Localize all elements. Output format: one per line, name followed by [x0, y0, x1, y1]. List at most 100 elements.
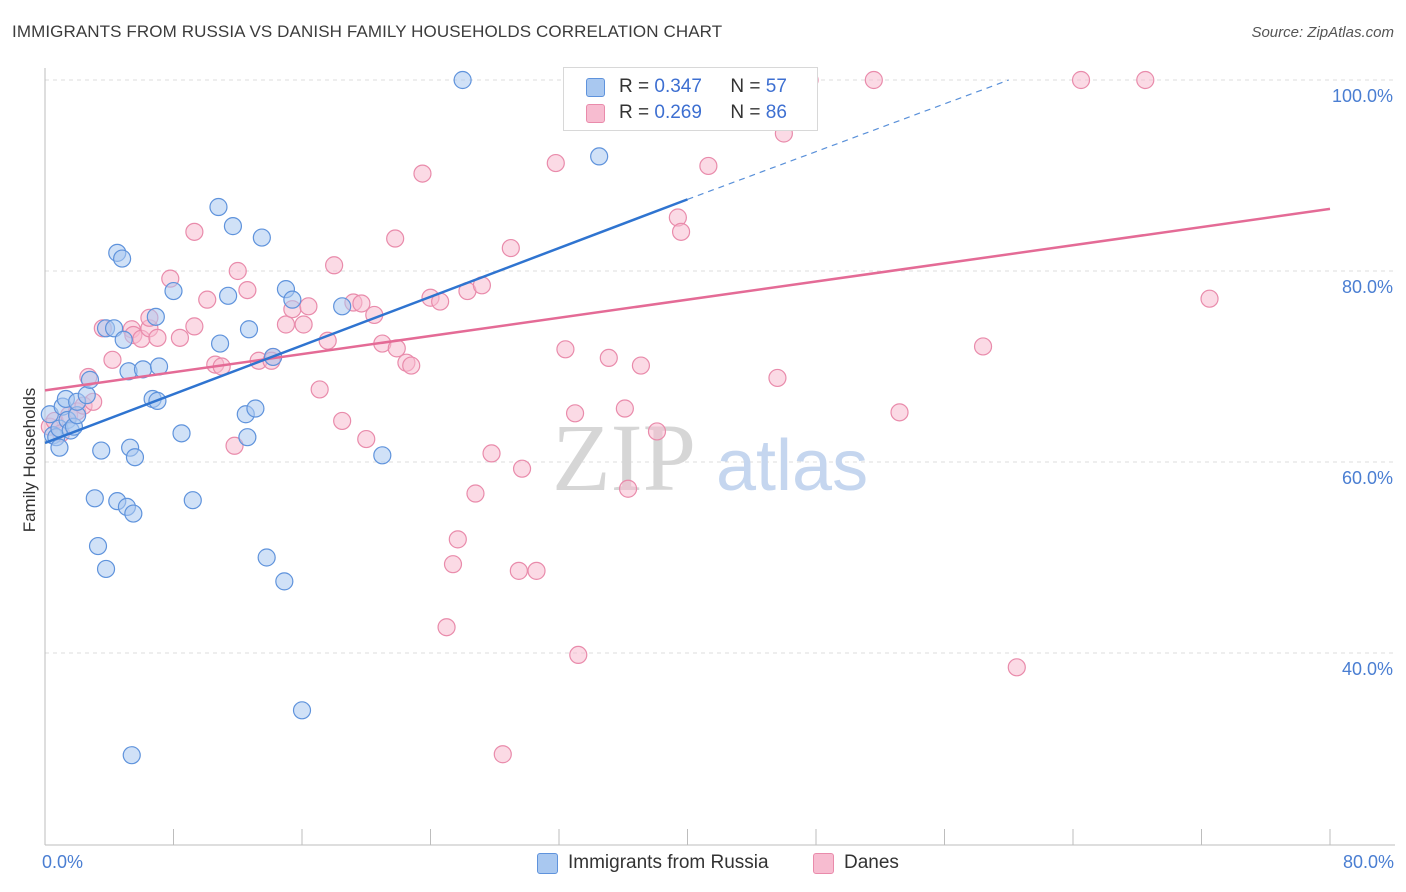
danes-point: [631, 356, 651, 375]
y-tick-label: 40.0%: [1341, 659, 1393, 679]
chart-source: Source: ZipAtlas.com: [1251, 24, 1394, 41]
danes-point: [466, 484, 485, 503]
danes-point: [148, 328, 167, 347]
russia-point: [50, 438, 69, 457]
danes-point: [103, 350, 122, 369]
stats-box: R = 0.347 N = 57 R = 0.269 N = 86: [563, 67, 818, 131]
x-tick-label: 0.0%: [42, 852, 84, 872]
russia-point: [112, 249, 132, 268]
danes-point: [615, 399, 634, 418]
russia-n-label: N =: [730, 76, 766, 97]
trend-lines: [44, 79, 1331, 445]
russia-point: [223, 217, 243, 236]
legend-item-russia[interactable]: Immigrants from Russia: [537, 852, 769, 874]
danes-n-label: N =: [730, 102, 766, 123]
danes-point: [1136, 70, 1155, 90]
danes-n-value: 86: [765, 102, 787, 123]
danes-point: [276, 315, 296, 334]
russia-point: [164, 281, 183, 301]
y-axis-label: Family Households: [20, 387, 39, 533]
russia-r-value: 0.347: [654, 76, 702, 97]
russia-point: [257, 548, 276, 567]
russia-point: [246, 399, 265, 418]
danes-point: [973, 337, 993, 356]
legend-danes-swatch: [813, 852, 834, 874]
danes-point: [294, 315, 313, 334]
danes-point: [228, 261, 247, 281]
danes-swatch: [586, 103, 605, 123]
danes-point: [890, 403, 909, 422]
russia-point: [453, 70, 472, 90]
russia-point: [238, 428, 257, 447]
y-tick-label: 80.0%: [1341, 277, 1393, 297]
watermark-atlas: atlas: [716, 426, 868, 506]
danes-point: [352, 294, 371, 313]
danes-point: [225, 436, 244, 455]
danes-point: [185, 222, 204, 241]
x-tick-label: 80.0%: [1342, 852, 1394, 872]
watermark: ZIP atlas: [552, 404, 868, 511]
russia-swatch: [586, 77, 605, 97]
russia-trend-line: [44, 198, 688, 445]
danes-point: [310, 380, 329, 399]
danes-point: [299, 297, 318, 316]
danes-point: [238, 281, 257, 300]
danes-point: [699, 156, 718, 176]
danes-point: [647, 422, 667, 441]
russia-point: [239, 320, 259, 339]
danes-point: [864, 70, 883, 90]
danes-point: [618, 479, 638, 498]
russia-point: [85, 489, 104, 508]
danes-point: [527, 561, 546, 580]
legend-russia-label: Immigrants from Russia: [568, 852, 769, 873]
danes-point: [448, 530, 467, 549]
stats-row-danes: R = 0.269 N = 86: [586, 101, 787, 125]
danes-point: [599, 348, 618, 368]
russia-r-label: R =: [619, 76, 655, 97]
danes-point: [325, 256, 344, 275]
russia-point: [88, 536, 108, 556]
danes-point: [437, 618, 456, 637]
russia-point: [209, 197, 228, 217]
axes: [44, 68, 1395, 846]
y-tick-label: 60.0%: [1341, 468, 1393, 488]
danes-point: [1200, 289, 1219, 308]
russia-point: [252, 228, 271, 247]
russia-point: [292, 701, 312, 720]
russia-point: [590, 147, 609, 166]
russia-point: [333, 297, 352, 316]
danes-point: [512, 459, 532, 478]
danes-point: [357, 429, 376, 449]
russia-point: [114, 330, 133, 349]
danes-point: [671, 222, 691, 241]
russia-point: [219, 286, 238, 305]
russia-point: [183, 491, 202, 510]
danes-point: [386, 229, 405, 248]
russia-point: [146, 307, 165, 326]
danes-point: [198, 290, 217, 309]
danes-point: [170, 328, 190, 347]
danes-point: [565, 404, 585, 423]
russia-points: [40, 70, 609, 765]
russia-point: [77, 386, 96, 405]
y-tick-label: 100.0%: [1331, 86, 1393, 106]
russia-point: [373, 446, 392, 465]
danes-point: [413, 164, 432, 183]
danes-point: [1007, 658, 1026, 677]
danes-point: [482, 444, 501, 463]
legend-item-danes[interactable]: Danes: [813, 852, 899, 874]
danes-point: [402, 356, 421, 375]
russia-point: [96, 559, 116, 579]
legend-danes-label: Danes: [844, 852, 899, 873]
russia-trend-extension: [687, 79, 1009, 200]
danes-point: [556, 340, 575, 359]
stats-row-russia: R = 0.347 N = 57: [586, 75, 787, 99]
danes-r-label: R =: [619, 102, 655, 123]
russia-point: [92, 441, 111, 460]
danes-point: [569, 645, 588, 665]
russia-point: [172, 424, 191, 443]
russia-point: [125, 448, 145, 467]
russia-point: [124, 504, 143, 523]
danes-point: [185, 317, 204, 336]
